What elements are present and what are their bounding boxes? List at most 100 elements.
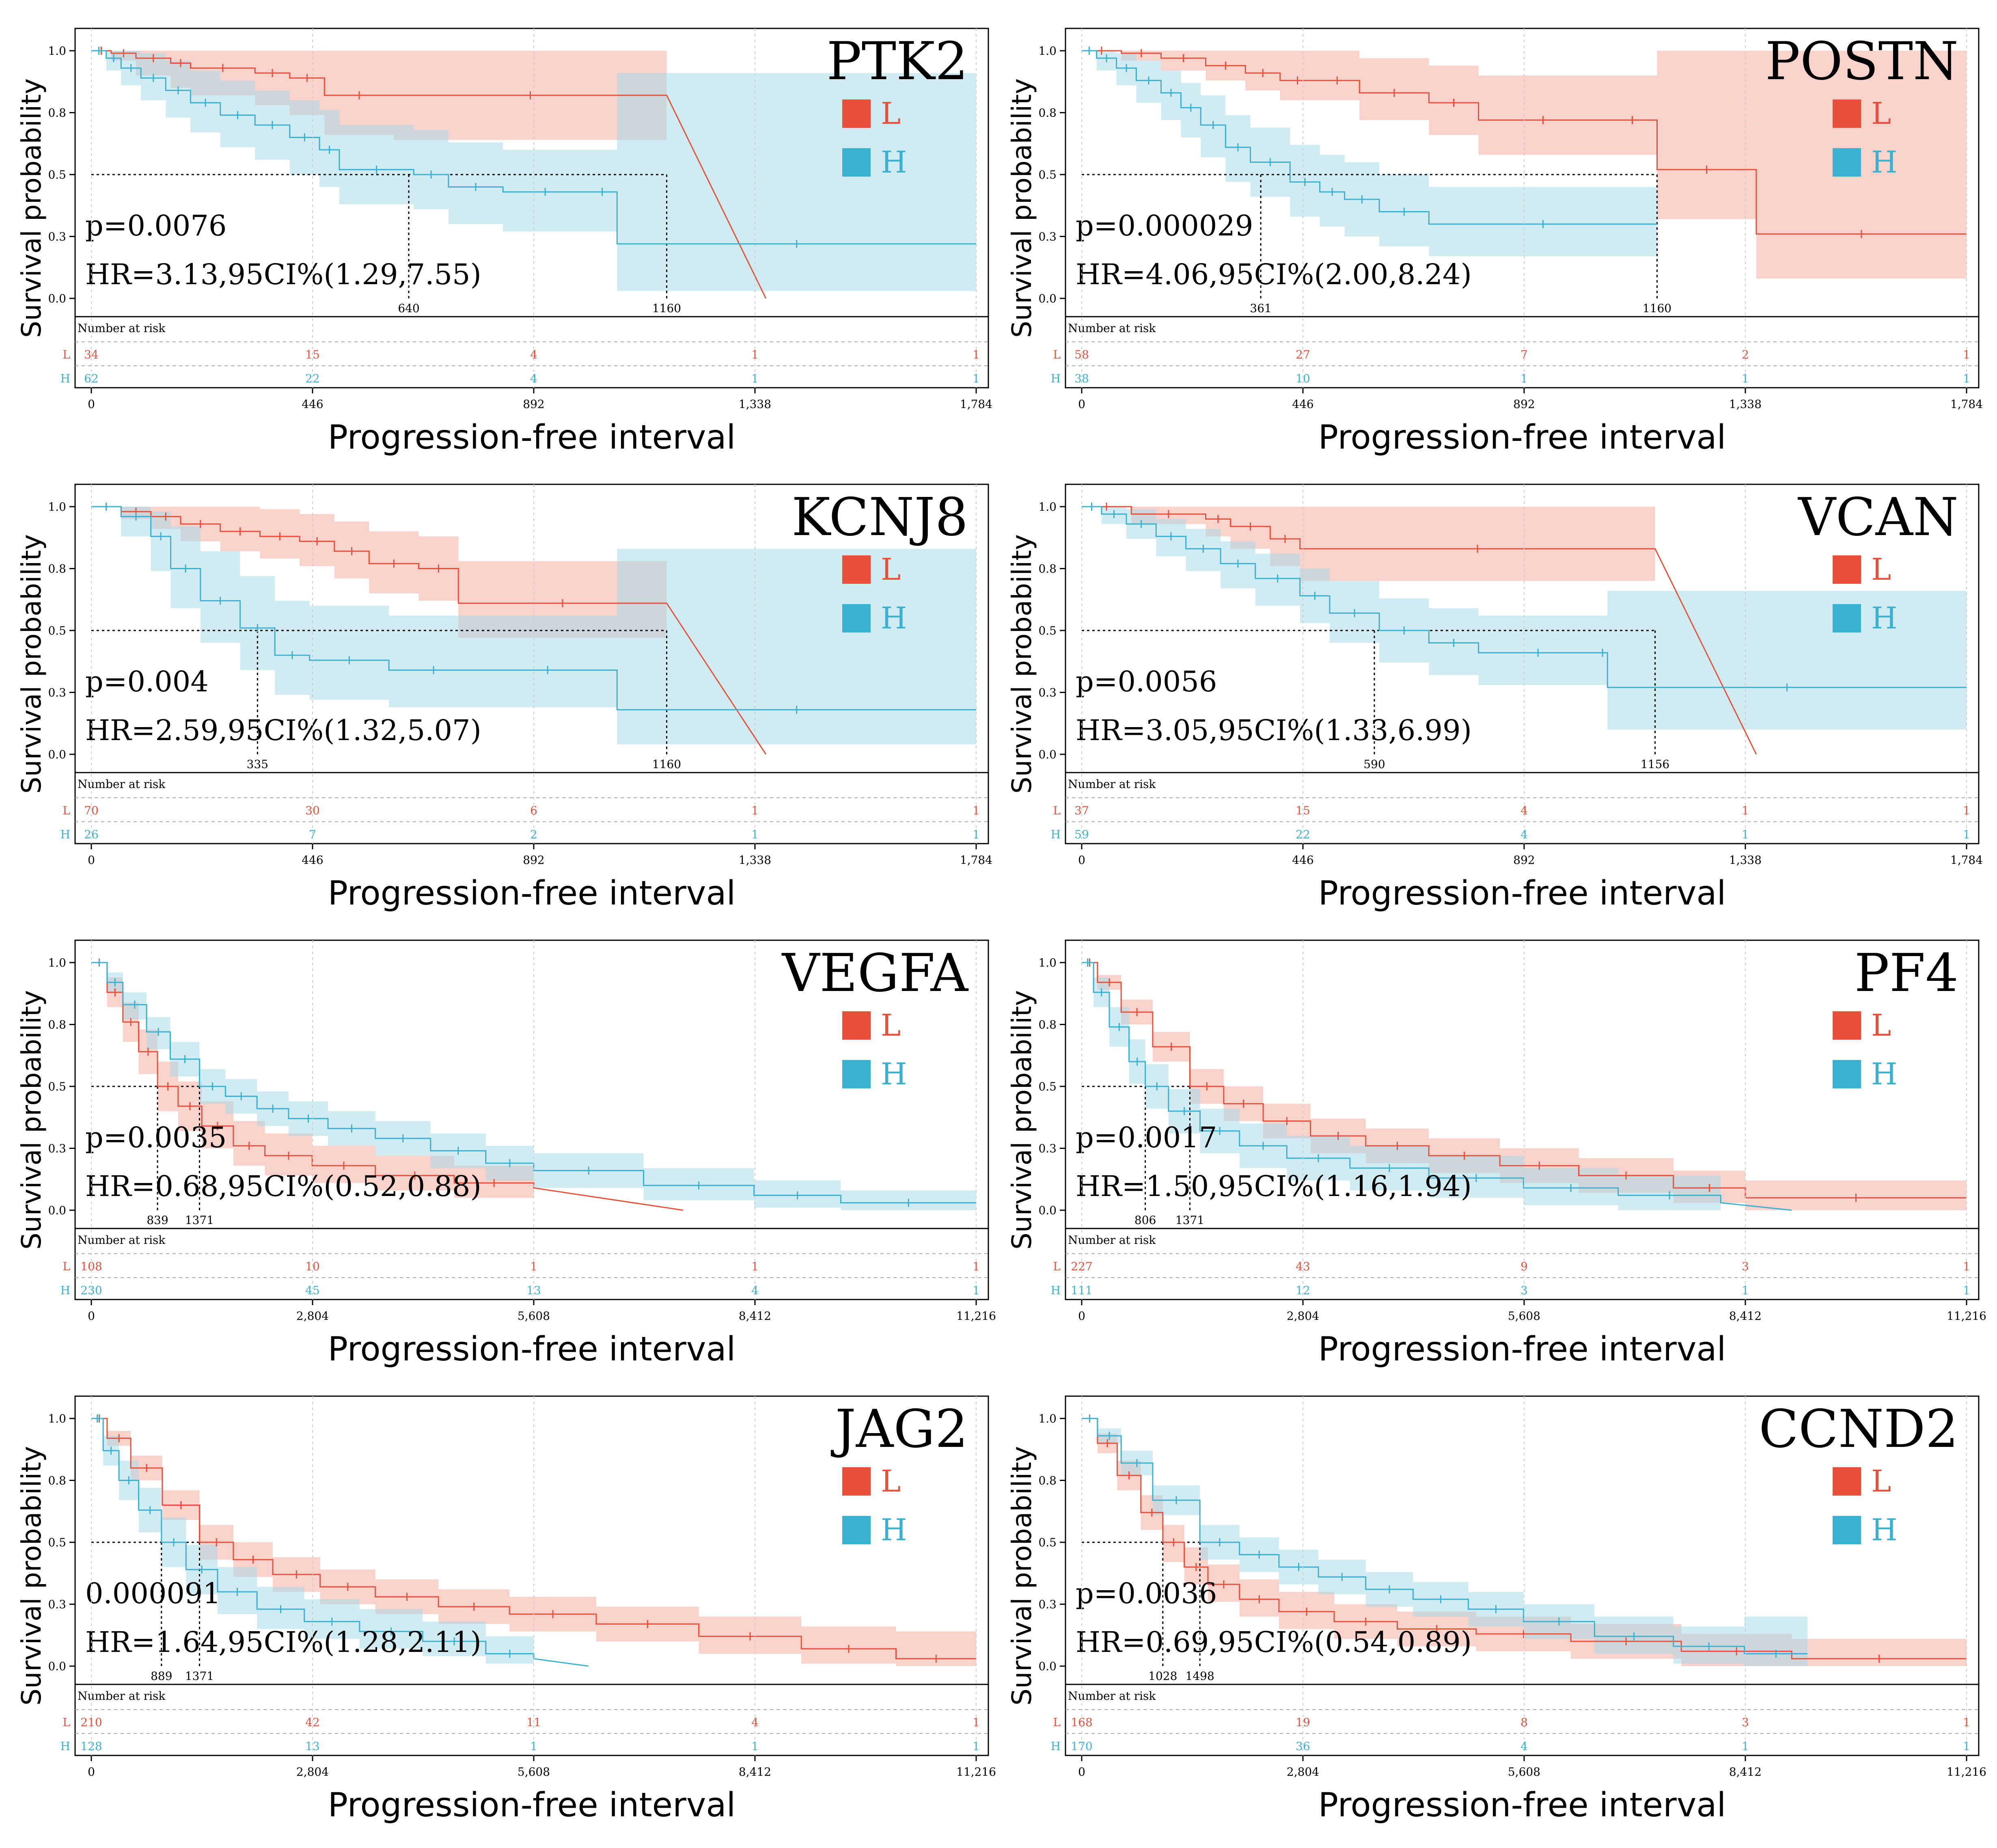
risk-count-high: 1 [751, 828, 759, 841]
x-tick-label: 0 [1078, 1309, 1085, 1323]
x-tick-label: 446 [1292, 853, 1313, 867]
legend-label-low: L [1871, 96, 1891, 131]
risk-count-low: 227 [1071, 1260, 1092, 1273]
hazard-ratio: HR=3.05,95CI%(1.33,6.99) [1076, 714, 1472, 747]
y-tick-label: 1.0 [48, 500, 66, 514]
legend-label-low: L [881, 96, 901, 131]
y-tick-label: 0.3 [1038, 1598, 1057, 1611]
risk-count-high: 1 [973, 372, 980, 385]
risk-count-high: 1 [751, 1740, 759, 1753]
risk-count-low: 11 [526, 1716, 541, 1729]
legend-swatch-high [842, 1060, 871, 1088]
gene-title: JAG2 [831, 1399, 968, 1459]
x-axis-label: Progression-free interval [1318, 874, 1726, 913]
risk-count-low: 1 [1742, 804, 1749, 817]
y-tick-label: 0.5 [1038, 168, 1057, 181]
x-tick-label: 446 [302, 853, 323, 867]
y-tick-label: 0.3 [1038, 230, 1057, 244]
legend-swatch-low [842, 99, 871, 128]
median-label: 1156 [1641, 758, 1669, 771]
ci-band-h [1082, 51, 1657, 257]
y-tick-label: 0.0 [1038, 1660, 1057, 1673]
survival-curve-h [91, 506, 976, 710]
x-tick-label: 5,608 [518, 1765, 550, 1779]
legend-label-low: L [1871, 1008, 1891, 1043]
y-tick-label: 0.3 [1038, 1142, 1057, 1155]
risk-count-low: 15 [1296, 804, 1310, 817]
legend-label-low: L [881, 1464, 901, 1499]
risk-count-high: 111 [1071, 1284, 1092, 1297]
km-panel-vegfa: 0.0 0.3 0.5 0.8 1.0 Survival probability 1371 8… [16, 939, 996, 1369]
risk-table-title: Number at risk [1068, 777, 1156, 791]
x-tick-label: 5,608 [1508, 1765, 1540, 1779]
x-tick-label: 446 [1292, 397, 1313, 411]
x-axis-label: Progression-free interval [328, 1786, 736, 1824]
risk-row-label-low: L [63, 804, 70, 817]
risk-table-title: Number at risk [1068, 1233, 1156, 1247]
median-label: 806 [1134, 1213, 1156, 1227]
y-tick-label: 0.0 [48, 1204, 66, 1217]
risk-count-low: 43 [1296, 1260, 1310, 1273]
legend-swatch-low [1833, 555, 1861, 584]
risk-count-low: 1 [751, 348, 759, 361]
x-axis-label: Progression-free interval [328, 418, 736, 457]
x-axis-label: Progression-free interval [1318, 418, 1726, 457]
y-axis-label: Survival probability [16, 1446, 47, 1706]
risk-count-high: 10 [1296, 372, 1310, 385]
legend-swatch-low [842, 1011, 871, 1040]
legend-swatch-low [1833, 1011, 1861, 1040]
median-label: 1028 [1148, 1669, 1177, 1683]
x-tick-label: 8,412 [1729, 1309, 1762, 1323]
y-axis-label: Survival probability [16, 78, 47, 338]
hazard-ratio: HR=0.69,95CI%(0.54,0.89) [1076, 1626, 1472, 1659]
x-tick-label: 0 [88, 397, 95, 411]
risk-count-low: 9 [1520, 1260, 1528, 1273]
risk-count-high: 1 [973, 1284, 980, 1297]
risk-count-low: 19 [1296, 1716, 1310, 1729]
legend-label-high: H [881, 145, 907, 180]
x-tick-label: 0 [88, 1765, 95, 1779]
x-tick-label: 1,338 [1729, 397, 1762, 411]
legend-label-low: L [1871, 1464, 1891, 1499]
median-label: 361 [1250, 302, 1271, 315]
y-tick-label: 0.5 [48, 1536, 66, 1549]
y-tick-label: 1.0 [1038, 44, 1057, 58]
x-tick-label: 1,784 [960, 397, 992, 411]
risk-count-high: 62 [84, 372, 99, 385]
risk-count-high: 1 [530, 1740, 537, 1753]
risk-row-label-high: H [60, 828, 70, 841]
y-tick-label: 0.0 [1038, 292, 1057, 305]
gene-title: POSTN [1765, 31, 1958, 92]
y-tick-label: 1.0 [48, 956, 66, 969]
median-label: 839 [147, 1213, 168, 1227]
legend-label-low: L [1871, 552, 1891, 587]
x-tick-label: 8,412 [739, 1765, 771, 1779]
risk-count-low: 10 [305, 1260, 320, 1273]
risk-row-label-high: H [1051, 828, 1061, 841]
risk-count-low: 1 [973, 348, 980, 361]
y-axis-label: Survival probability [1006, 534, 1037, 794]
risk-table-title: Number at risk [78, 777, 166, 791]
risk-count-low: 1 [973, 1260, 980, 1273]
x-tick-label: 1,784 [960, 853, 992, 867]
p-value: p=0.0035 [85, 1121, 226, 1154]
y-tick-label: 1.0 [1038, 956, 1057, 969]
risk-count-low: 168 [1071, 1716, 1092, 1729]
risk-count-low: 4 [751, 1716, 759, 1729]
risk-count-low: 58 [1074, 348, 1089, 361]
ci-band-l [1082, 51, 1967, 279]
legend-swatch-high [842, 1516, 871, 1544]
median-label: 1160 [1643, 302, 1671, 315]
risk-table-frame [1065, 772, 1980, 844]
risk-table-title: Number at risk [78, 322, 166, 335]
gene-title: PTK2 [826, 31, 968, 92]
y-tick-label: 0.8 [1038, 1018, 1057, 1032]
ci-band-h [91, 963, 976, 1210]
risk-count-low: 34 [84, 348, 99, 361]
risk-row-label-low: L [63, 1716, 70, 1729]
y-tick-label: 0.8 [48, 1474, 66, 1487]
hazard-ratio: HR=3.13,95CI%(1.29,7.55) [85, 258, 481, 291]
x-tick-label: 11,216 [1947, 1765, 1986, 1779]
risk-row-label-low: L [63, 348, 70, 361]
